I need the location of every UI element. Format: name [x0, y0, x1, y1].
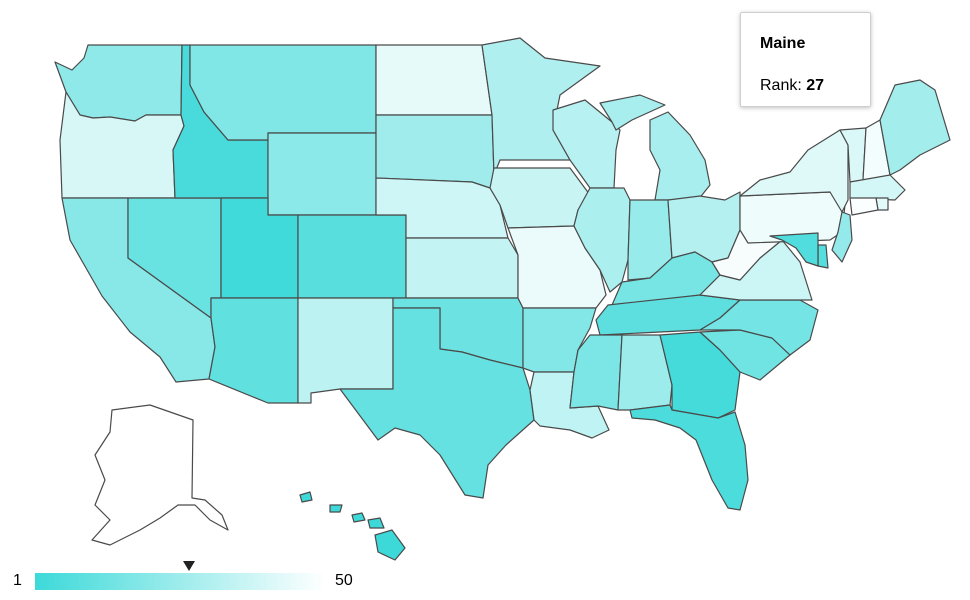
state-kansas[interactable] [405, 237, 519, 299]
state-michigan[interactable] [599, 94, 711, 201]
state-wisconsin[interactable] [552, 99, 621, 189]
state-new-mexico[interactable] [297, 297, 394, 404]
state-new-jersey[interactable] [831, 211, 853, 263]
legend-color-bar [35, 573, 325, 590]
legend-marker-icon [182, 561, 195, 571]
state-delaware[interactable] [817, 244, 829, 269]
tooltip-rank: Rank: 27 [760, 77, 870, 95]
tooltip-rank-value: 27 [806, 77, 825, 94]
state-south-dakota[interactable] [375, 114, 495, 189]
state-maryland[interactable] [769, 232, 819, 267]
state-massachusetts[interactable] [849, 174, 906, 201]
state-florida[interactable] [629, 404, 749, 511]
state-tooltip: Maine Rank: 27 [740, 12, 871, 107]
tooltip-rank-label: Rank: [760, 77, 802, 94]
state-ohio[interactable] [667, 191, 741, 263]
state-north-dakota[interactable] [375, 44, 493, 116]
legend-min-label: 1 [13, 572, 22, 589]
tooltip-state-name: Maine [760, 35, 806, 52]
state-wyoming[interactable] [267, 132, 377, 216]
legend-max-label: 50 [335, 572, 353, 589]
state-arizona[interactable] [208, 297, 299, 404]
state-iowa[interactable] [489, 167, 591, 229]
state-north-carolina[interactable] [699, 299, 819, 356]
state-montana[interactable] [189, 44, 377, 141]
state-illinois[interactable] [573, 187, 631, 293]
state-maine[interactable] [879, 79, 951, 176]
state-colorado[interactable] [297, 214, 407, 299]
state-connecticut[interactable] [849, 197, 879, 216]
state-alaska[interactable] [91, 404, 229, 546]
state-texas[interactable] [339, 307, 535, 499]
state-hawaii[interactable] [299, 491, 406, 561]
